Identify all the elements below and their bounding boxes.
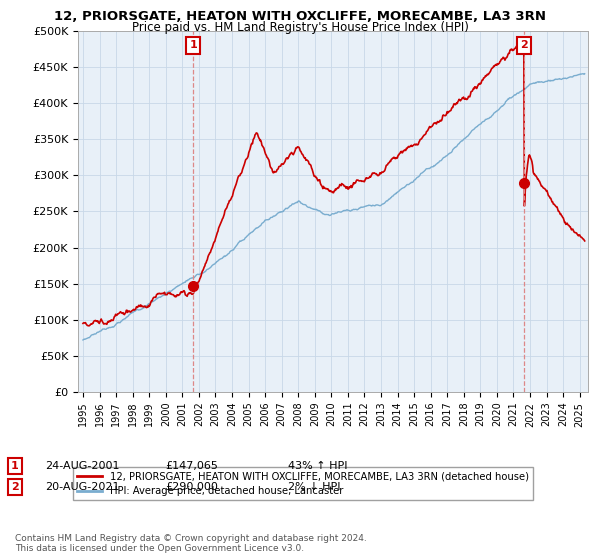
Text: 20-AUG-2021: 20-AUG-2021 <box>45 482 119 492</box>
Text: Price paid vs. HM Land Registry's House Price Index (HPI): Price paid vs. HM Land Registry's House … <box>131 21 469 34</box>
Legend: 12, PRIORSGATE, HEATON WITH OXCLIFFE, MORECAMBE, LA3 3RN (detached house), HPI: : 12, PRIORSGATE, HEATON WITH OXCLIFFE, MO… <box>73 468 533 501</box>
Text: 2: 2 <box>11 482 19 492</box>
Text: 2: 2 <box>520 40 528 50</box>
Text: 43% ↑ HPI: 43% ↑ HPI <box>288 461 347 471</box>
Text: 1: 1 <box>189 40 197 50</box>
Text: 24-AUG-2001: 24-AUG-2001 <box>45 461 119 471</box>
Text: £290,000: £290,000 <box>165 482 218 492</box>
Text: 1: 1 <box>11 461 19 471</box>
Text: 2% ↓ HPI: 2% ↓ HPI <box>288 482 341 492</box>
Text: £147,065: £147,065 <box>165 461 218 471</box>
Text: Contains HM Land Registry data © Crown copyright and database right 2024.
This d: Contains HM Land Registry data © Crown c… <box>15 534 367 553</box>
Text: 12, PRIORSGATE, HEATON WITH OXCLIFFE, MORECAMBE, LA3 3RN: 12, PRIORSGATE, HEATON WITH OXCLIFFE, MO… <box>54 10 546 23</box>
